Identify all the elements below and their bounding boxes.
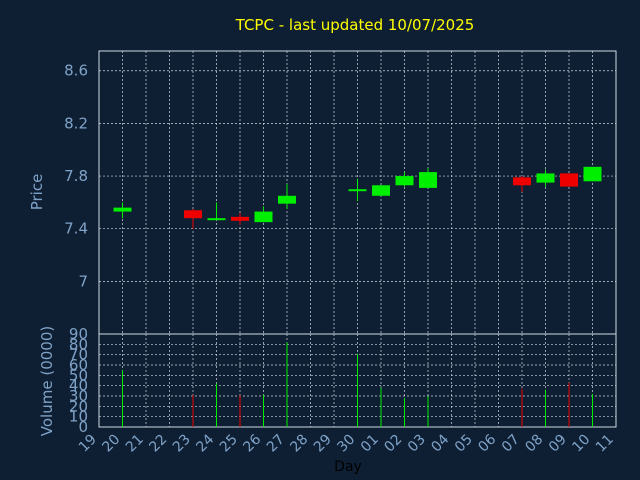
volume-bars — [122, 342, 593, 427]
x-tick-label: 07 — [499, 432, 523, 456]
candle-body — [184, 210, 202, 219]
candle-body — [113, 207, 132, 212]
price-panel: 7 7.4 7.8 8.2 8.6 Price — [28, 50, 617, 335]
candle-body — [513, 177, 531, 186]
x-tick-label: 03 — [405, 432, 429, 456]
candle-body — [560, 173, 578, 187]
price-y-ticks: 7 7.4 7.8 8.2 8.6 — [64, 62, 88, 291]
price-y-tick-label: 8.2 — [64, 114, 88, 132]
candle — [348, 178, 367, 202]
x-tick-label: 10 — [569, 432, 593, 456]
volume-y-tick-label: 10 — [69, 408, 88, 426]
price-y-tick-label: 7.8 — [64, 167, 88, 185]
candle — [419, 168, 437, 188]
candle — [113, 202, 132, 219]
volume-axis-label: Volume (0000) — [38, 326, 56, 436]
price-grid — [99, 51, 616, 334]
x-tick-label: 22 — [146, 432, 170, 456]
x-tick-label: 06 — [475, 431, 499, 455]
candle-body — [348, 189, 367, 192]
candle — [207, 202, 226, 221]
x-tick-label: 25 — [217, 432, 241, 456]
volume-y-tick-label: 0 — [78, 418, 88, 436]
volume-y-tick-label: 70 — [69, 346, 88, 364]
x-tick-label: 20 — [99, 432, 123, 456]
candle — [536, 169, 555, 187]
price-y-tick-label: 7.4 — [64, 220, 88, 238]
candle — [231, 212, 249, 225]
x-tick-label: 30 — [334, 432, 358, 456]
candle — [583, 166, 602, 182]
candle-body — [536, 173, 555, 183]
candle-body — [278, 195, 296, 204]
x-axis-label: Day — [334, 459, 362, 475]
x-ticks: 19 20 21 22 23 24 25 26 27 28 29 30 01 02 03 04 05 06 07 08… — [76, 431, 617, 455]
volume-y-tick-label: 20 — [69, 397, 88, 415]
candle — [278, 183, 296, 209]
x-tick-label: 24 — [193, 431, 217, 455]
candle-body — [395, 176, 414, 186]
volume-y-tick-label: 90 — [69, 325, 88, 343]
price-axis-label: Price — [28, 174, 46, 211]
candle-body — [231, 216, 249, 221]
candle-body — [254, 211, 273, 223]
volume-y-tick-label: 80 — [69, 335, 88, 353]
x-tick-label: 26 — [240, 431, 264, 455]
x-tick-label: 01 — [358, 432, 382, 456]
x-tick-label: 05 — [452, 432, 476, 456]
candle — [513, 176, 531, 192]
candle — [560, 173, 578, 187]
x-tick-label: 29 — [311, 432, 335, 456]
x-tick-label: 27 — [264, 432, 288, 456]
volume-y-tick-label: 60 — [69, 356, 88, 374]
price-y-tick-label: 8.6 — [64, 62, 88, 80]
volume-y-tick-label: 30 — [69, 387, 88, 405]
x-tick-label: 09 — [546, 432, 570, 456]
candle-body — [207, 218, 226, 221]
candle-body — [583, 166, 602, 182]
x-tick-label: 08 — [522, 432, 546, 456]
candle-body — [419, 172, 437, 188]
candle — [184, 208, 202, 229]
price-y-tick-label: 7 — [78, 272, 88, 290]
x-tick-label: 21 — [123, 432, 147, 456]
volume-y-tick-label: 40 — [69, 377, 88, 395]
x-tick-label: 04 — [428, 431, 452, 455]
candle — [372, 185, 390, 196]
volume-y-tick-label: 50 — [69, 366, 88, 384]
candle-body — [372, 185, 390, 196]
candle — [395, 172, 414, 187]
x-tick-label: 11 — [593, 432, 617, 456]
candles — [113, 166, 602, 229]
candle — [254, 206, 273, 223]
x-tick-label: 02 — [381, 432, 405, 456]
chart-title: TCPC - last updated 10/07/2025 — [235, 16, 475, 34]
x-tick-label: 28 — [287, 432, 311, 456]
x-tick-label: 23 — [170, 432, 194, 456]
